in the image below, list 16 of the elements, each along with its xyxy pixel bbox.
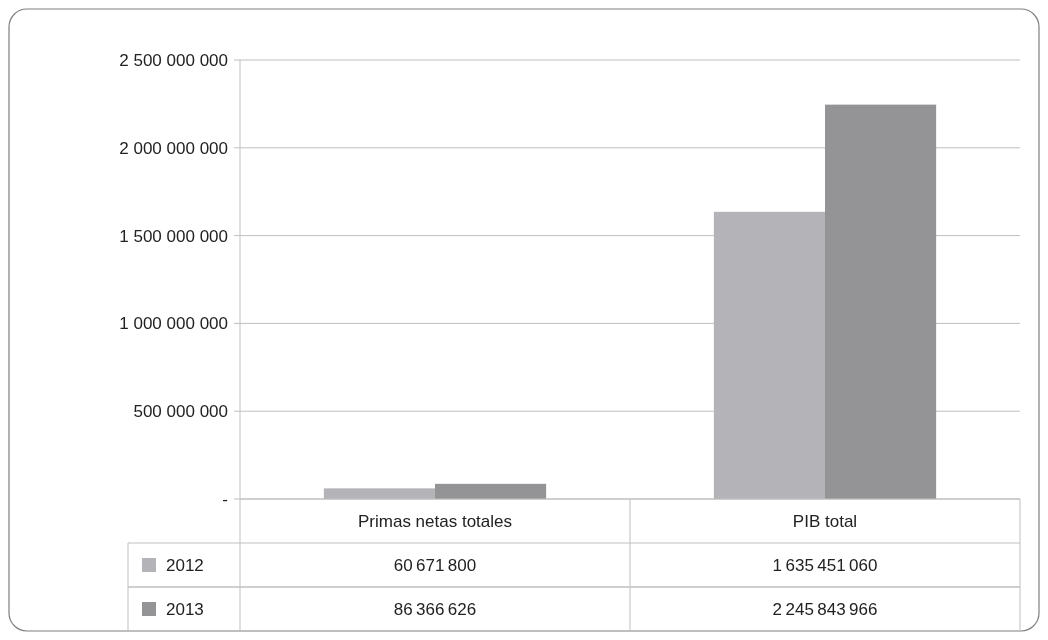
y-tick-label: 1 500 000 000 — [119, 226, 228, 246]
x-tick-label: PIB total — [792, 511, 858, 531]
x-tick-label: Primas netas totales — [357, 511, 513, 531]
data-label: 60 671 800 — [393, 555, 477, 575]
legend-label: 2013 — [166, 599, 204, 619]
y-tick-label: 1 000 000 000 — [119, 314, 228, 334]
bar — [825, 104, 937, 499]
bar — [435, 483, 547, 499]
data-label: 86 366 626 — [393, 599, 477, 619]
data-label: 2 245 843 966 — [772, 599, 878, 619]
y-tick-label: 2 000 000 000 — [119, 138, 228, 158]
data-label: 1 635 451 060 — [772, 555, 878, 575]
y-tick-label: 500 000 000 — [133, 402, 228, 422]
y-tick-label: 2 500 000 000 — [119, 50, 228, 70]
y-tick-label: - — [222, 489, 228, 509]
legend-label: 2012 — [166, 555, 204, 575]
